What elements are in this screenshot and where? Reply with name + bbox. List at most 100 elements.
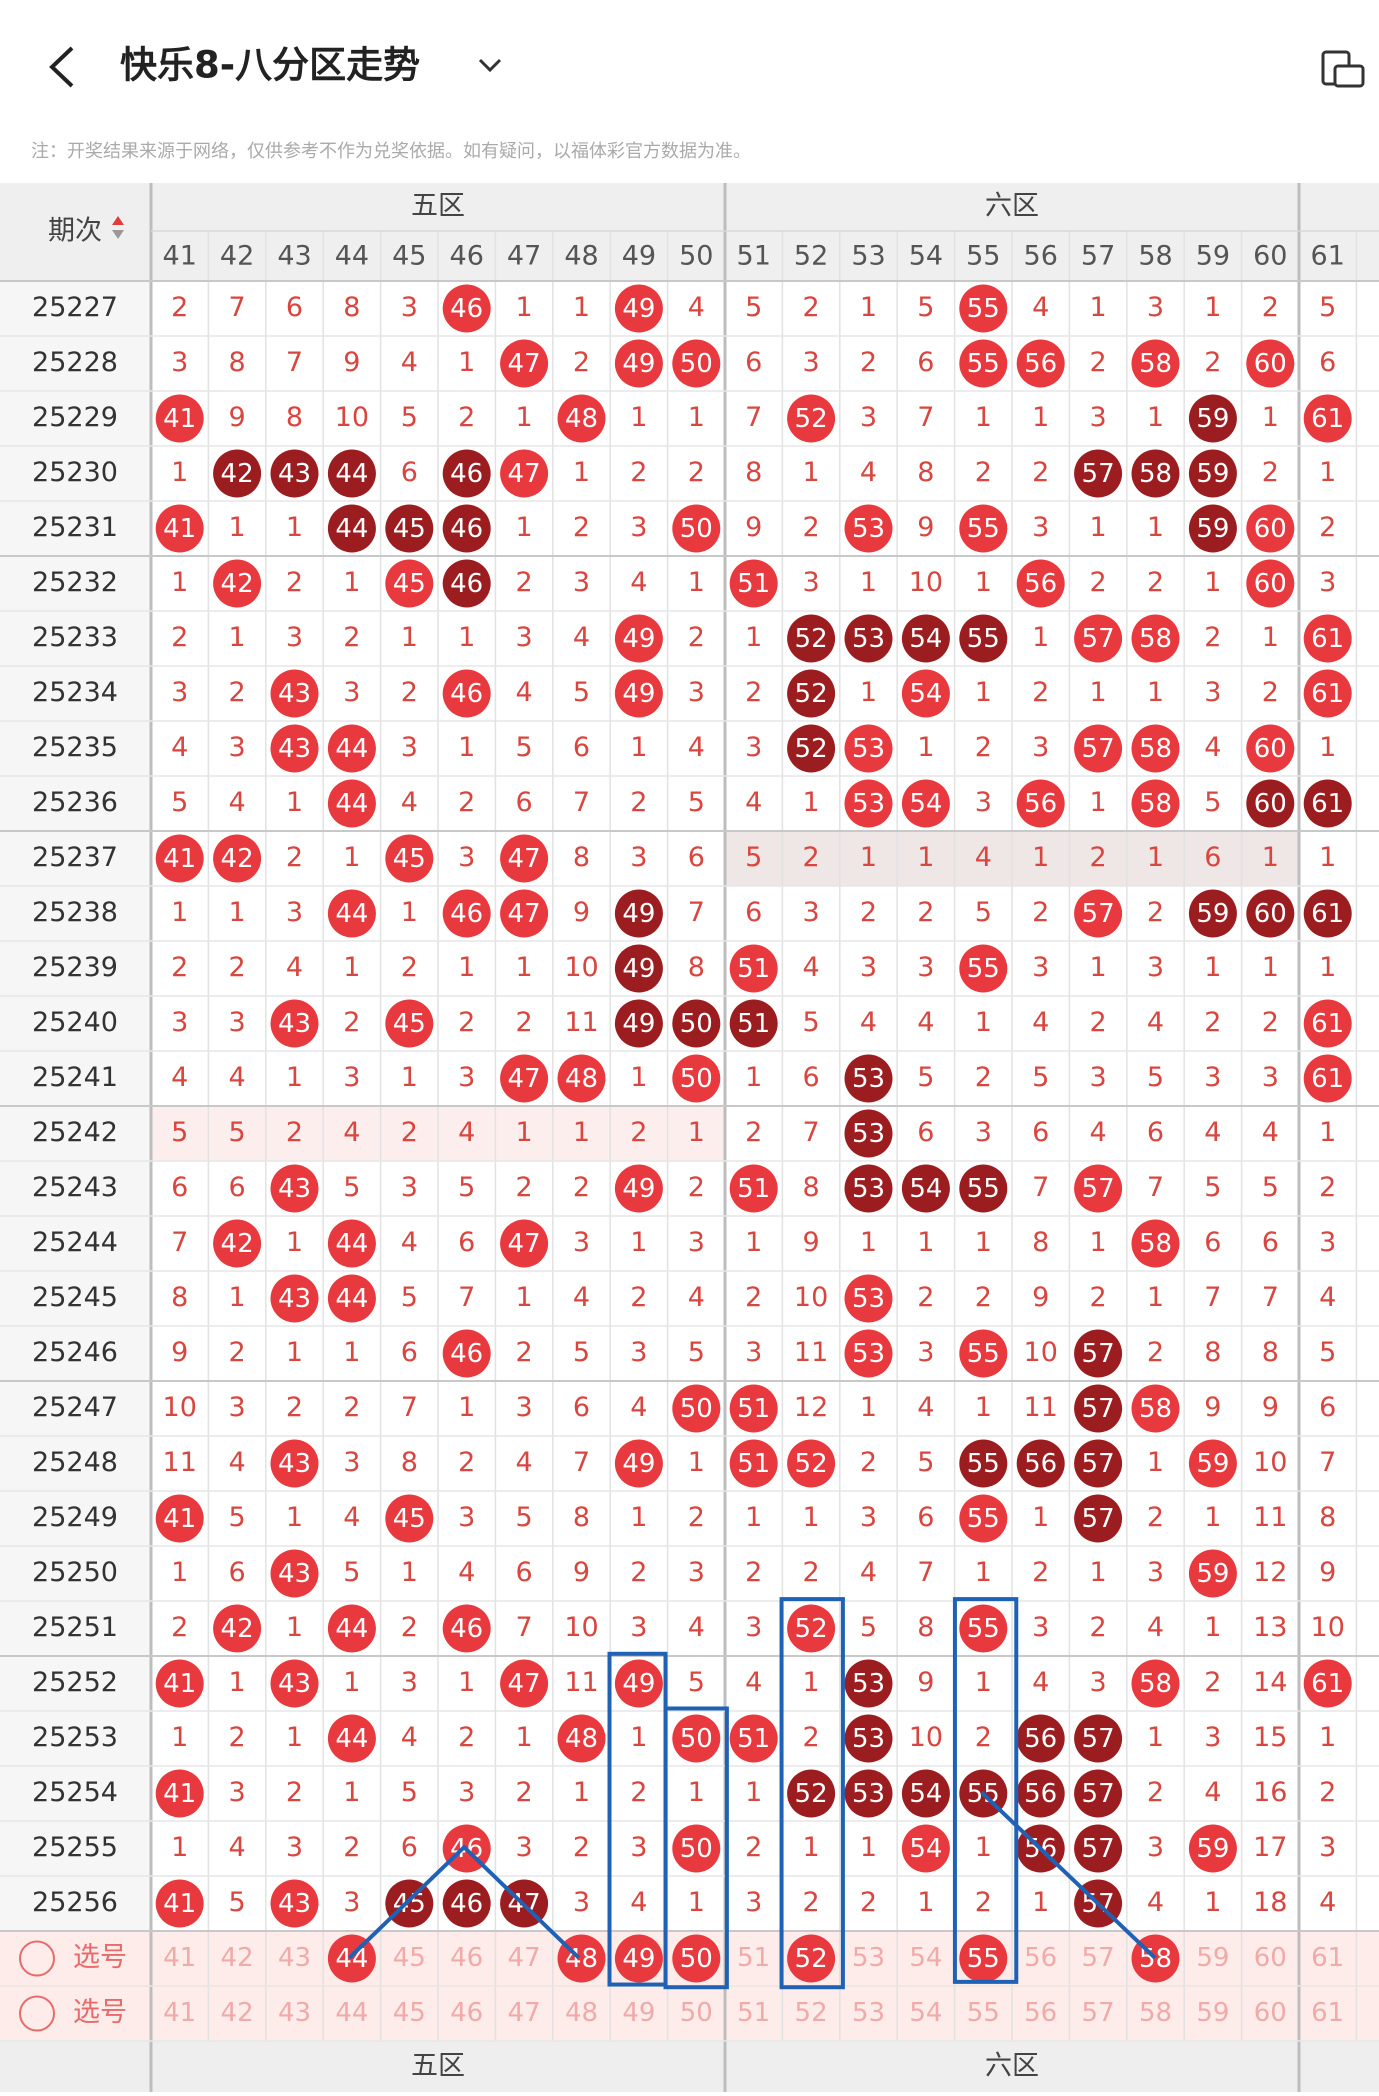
miss-count: 2 [171,292,188,323]
miss-count: 2 [1090,842,1107,873]
miss-count: 1 [229,622,246,653]
ball-number: 52 [795,679,828,709]
back-button[interactable] [49,46,74,88]
select-number[interactable]: 60 [1254,1943,1287,1973]
miss-count: 3 [688,1557,705,1588]
select-number[interactable]: 58 [1139,1998,1172,2028]
select-number[interactable]: 45 [393,1998,426,2028]
miss-count: 1 [975,567,992,598]
select-number[interactable]: 48 [565,1998,598,2028]
select-number[interactable]: 41 [163,1943,196,1973]
ball-number: 57 [1082,459,1115,489]
miss-count: 17 [1253,1832,1287,1863]
miss-count: 6 [1204,842,1221,873]
select-number[interactable]: 44 [335,1998,368,2028]
ball-number: 53 [852,1779,885,1809]
miss-count: 5 [171,787,188,818]
miss-count: 3 [1262,1062,1279,1093]
ball-number: 51 [737,954,770,984]
select-number[interactable]: 56 [1024,1943,1057,1973]
column-number: 60 [1253,241,1287,272]
miss-count: 2 [630,1777,647,1808]
dropdown[interactable] [478,58,502,73]
ball [959,504,1008,553]
miss-count: 4 [917,1392,934,1423]
select-number[interactable]: 55 [967,1998,1000,2028]
ball [1131,339,1180,388]
select-number[interactable]: 56 [1024,1998,1057,2028]
miss-count: 1 [286,1722,303,1753]
miss-count: 3 [458,1062,475,1093]
select-number[interactable]: 53 [852,1943,885,1973]
miss-count: 5 [1032,1062,1049,1093]
ball [500,889,549,938]
ball [1303,394,1352,443]
select-number[interactable]: 46 [450,1943,483,1973]
miss-count: 2 [975,1887,992,1918]
miss-count: 6 [917,1502,934,1533]
select-number[interactable]: 61 [1311,1943,1344,1973]
ball-number: 56 [1024,569,1057,599]
select-number[interactable]: 52 [795,1998,828,2028]
ball-number: 55 [967,514,1000,544]
miss-count: 1 [401,1062,418,1093]
select-number[interactable]: 51 [737,1943,770,1973]
select-number[interactable]: 47 [508,1943,541,1973]
select-number[interactable]: 61 [1311,1998,1344,2028]
select-number[interactable]: 43 [278,1943,311,1973]
select-checkbox[interactable] [19,1940,55,1977]
select-number[interactable]: 60 [1254,1998,1287,2028]
ball [1074,1439,1123,1488]
miss-count: 5 [401,402,418,433]
select-number[interactable]: 41 [163,1998,196,2028]
ball [270,999,319,1048]
ball-number: 42 [221,1229,254,1259]
rotate-icon[interactable] [1321,50,1365,88]
miss-count: 3 [229,732,246,763]
select-number[interactable]: 54 [909,1943,942,1973]
select-number[interactable]: 59 [1196,1943,1229,1973]
select-number[interactable]: 59 [1196,1998,1229,2028]
ball-number: 51 [737,1394,770,1424]
ball [270,1879,319,1928]
column-number: 48 [564,241,598,272]
issue-number: 25254 [32,1777,118,1808]
select-number[interactable]: 42 [221,1943,254,1973]
select-number[interactable]: 54 [909,1998,942,2028]
miss-count: 4 [1204,1777,1221,1808]
select-number[interactable]: 51 [737,1998,770,2028]
miss-count: 2 [975,1062,992,1093]
column-number: 59 [1196,241,1230,272]
issue-number: 25249 [32,1502,118,1533]
sort-down [112,230,124,239]
select-number[interactable]: 53 [852,1998,885,2028]
miss-count: 1 [286,1062,303,1093]
miss-count: 5 [401,1777,418,1808]
issue-number: 25229 [32,402,118,433]
ball [1074,1769,1123,1818]
select-number[interactable]: 57 [1082,1998,1115,2028]
ball [787,1769,836,1818]
ball [1303,614,1352,663]
miss-count: 1 [343,1337,360,1368]
select-number[interactable]: 47 [508,1998,541,2028]
select-number[interactable]: 45 [393,1943,426,1973]
ball [1246,724,1295,773]
select-number[interactable]: 43 [278,1998,311,2028]
miss-count: 4 [516,1447,533,1478]
select-number[interactable]: 49 [622,1998,655,2028]
miss-count: 1 [975,1832,992,1863]
column-number: 56 [1024,241,1058,272]
select-number[interactable]: 46 [450,1998,483,2028]
miss-count: 2 [516,1007,533,1038]
miss-count: 10 [1311,1612,1345,1643]
miss-count: 6 [745,347,762,378]
select-number[interactable]: 57 [1082,1943,1115,1973]
select-number[interactable]: 42 [221,1998,254,2028]
miss-count: 4 [1147,1612,1164,1643]
select-number[interactable]: 50 [680,1998,713,2028]
select-checkbox[interactable] [19,1995,55,2032]
miss-count: 2 [401,1117,418,1148]
